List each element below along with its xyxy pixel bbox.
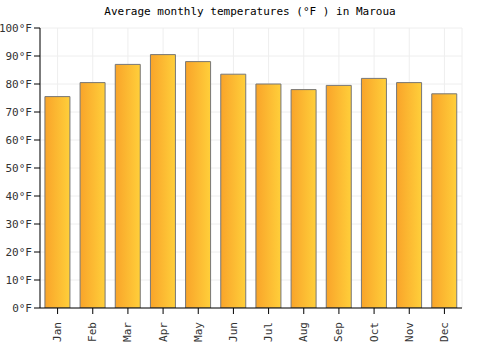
svg-text:40°F: 40°F xyxy=(8,190,32,203)
svg-text:70°F: 70°F xyxy=(8,106,32,119)
svg-text:30°F: 30°F xyxy=(8,218,32,231)
svg-text:Oct: Oct xyxy=(368,322,381,342)
svg-text:10°F: 10°F xyxy=(8,274,32,287)
html-text:Average monthly temperatures (: Average monthly temperatures (°F ) in Ma… xyxy=(104,5,396,18)
svg-text:Jul: Jul xyxy=(262,322,275,342)
svg-text:80°F: 80°F xyxy=(8,78,32,91)
svg-text:20°F: 20°F xyxy=(8,246,32,259)
svg-text:Apr: Apr xyxy=(157,322,170,342)
svg-text:60°F: 60°F xyxy=(8,134,32,147)
svg-text:100°F: 100°F xyxy=(8,22,32,35)
svg-text:Jun: Jun xyxy=(227,322,240,342)
svg-text:90°F: 90°F xyxy=(8,50,32,63)
svg-text:Dec: Dec xyxy=(438,322,451,342)
svg-text:0°F: 0°F xyxy=(12,302,32,315)
svg-text:Sep: Sep xyxy=(332,322,345,342)
svg-text:Feb: Feb xyxy=(86,322,99,342)
svg-text:Jan: Jan xyxy=(51,322,64,342)
svg-text:Nov: Nov xyxy=(403,322,416,342)
svg-text:Mar: Mar xyxy=(121,322,134,342)
svg-text:50°F: 50°F xyxy=(8,162,32,175)
svg-text:Aug: Aug xyxy=(297,322,310,342)
svg-text:May: May xyxy=(192,322,205,342)
